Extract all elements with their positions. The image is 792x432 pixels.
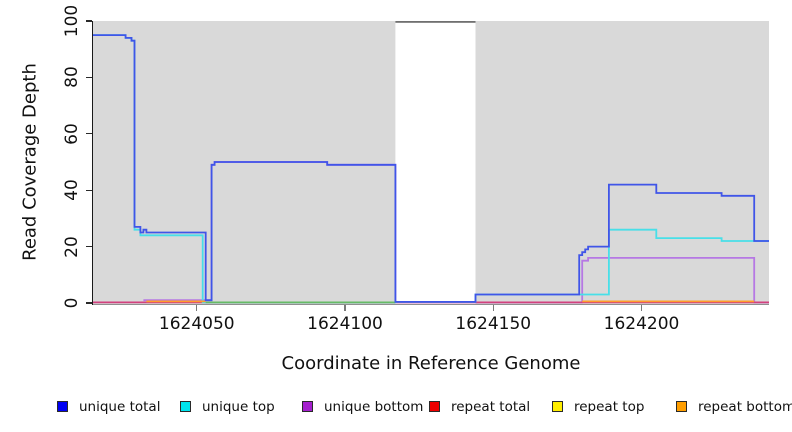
- y-tick-label-anchor: 100: [62, 5, 82, 37]
- legend-label: repeat total: [451, 399, 531, 415]
- legend-color-swatch: [676, 401, 687, 412]
- y-tick-mark: [86, 133, 92, 135]
- x-tick-mark: [640, 304, 643, 311]
- mask-band: [395, 21, 476, 304]
- y-tick-mark: [86, 20, 92, 22]
- y-tick-mark: [86, 246, 92, 248]
- y-tick-label-anchor: 80: [62, 67, 82, 89]
- mask-band-cap-line: [395, 21, 476, 23]
- legend-label: unique total: [79, 399, 161, 415]
- legend-color-swatch: [57, 401, 68, 412]
- y-tick-label-anchor: 20: [62, 236, 82, 258]
- y-tick-mark: [86, 76, 92, 78]
- y-tick-label: 80: [62, 66, 82, 89]
- x-tick-mark: [344, 304, 346, 311]
- y-tick-mark: [86, 302, 92, 304]
- legend-label: repeat top: [574, 399, 645, 415]
- x-tick-mark: [196, 304, 198, 311]
- legend-label: repeat bottom: [698, 399, 792, 415]
- legend-color-swatch: [429, 401, 440, 412]
- x-tick-label: 1624200: [603, 314, 680, 334]
- x-tick-label: 1624100: [307, 314, 383, 334]
- y-tick-label-anchor: 0: [62, 298, 82, 309]
- y-tick-label: 60: [62, 122, 82, 145]
- x-tick-label: 1624150: [455, 314, 532, 334]
- y-tick-label-anchor: 40: [62, 179, 82, 201]
- legend-label: unique top: [202, 399, 275, 415]
- x-tick-mark: [492, 304, 494, 311]
- y-axis-line: [92, 21, 94, 305]
- y-tick-label: 0: [62, 297, 82, 309]
- y-tick-label: 100: [62, 4, 82, 38]
- y-axis-title-anchor: Read Coverage Depth: [20, 63, 41, 261]
- series-unique-total: [93, 34, 769, 303]
- legend-label: unique bottom: [324, 399, 424, 415]
- plot-panel: [93, 21, 769, 304]
- y-axis-title: Read Coverage Depth: [19, 63, 41, 261]
- legend-color-swatch: [302, 401, 313, 412]
- y-tick-label-anchor: 60: [62, 123, 82, 145]
- x-axis-title: Coordinate in Reference Genome: [281, 353, 581, 374]
- plot-canvas: [93, 21, 769, 304]
- y-tick-label: 40: [62, 179, 82, 202]
- y-tick-mark: [86, 189, 92, 191]
- x-axis-line: [93, 304, 769, 305]
- y-tick-label: 20: [62, 235, 82, 258]
- legend-color-swatch: [180, 401, 191, 412]
- legend-color-swatch: [552, 401, 563, 412]
- x-tick-label: 1624050: [158, 314, 235, 334]
